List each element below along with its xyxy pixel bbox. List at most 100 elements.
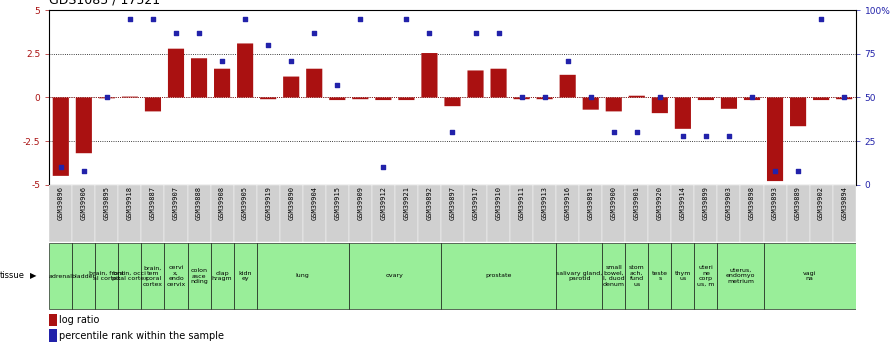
Bar — [303, 185, 326, 242]
Bar — [118, 185, 142, 242]
Bar — [490, 69, 506, 98]
Text: GSM39918: GSM39918 — [127, 186, 133, 220]
Point — [168, 30, 183, 36]
Bar — [95, 243, 118, 309]
Bar — [260, 98, 276, 99]
Text: GSM39906: GSM39906 — [81, 186, 87, 220]
Bar — [349, 243, 441, 309]
Point — [630, 129, 644, 135]
Point — [77, 168, 91, 174]
Bar — [95, 185, 118, 242]
Bar — [694, 185, 718, 242]
Bar — [256, 243, 349, 309]
Text: GSM39902: GSM39902 — [818, 186, 824, 220]
Text: vagi
na: vagi na — [803, 271, 816, 281]
Bar — [441, 185, 464, 242]
Text: GSM39912: GSM39912 — [381, 186, 386, 220]
Point — [538, 95, 552, 100]
Bar — [76, 98, 92, 153]
Bar — [352, 98, 368, 99]
Bar — [49, 243, 73, 309]
Text: cervi
x,
endo
cervix: cervi x, endo cervix — [167, 265, 185, 287]
Text: GSM39917: GSM39917 — [472, 186, 478, 220]
Text: GSM39913: GSM39913 — [542, 186, 547, 220]
Text: small
bowel,
l, duod
denum: small bowel, l, duod denum — [603, 265, 625, 287]
Point — [192, 30, 206, 36]
Bar — [675, 98, 691, 129]
Bar — [375, 98, 392, 100]
Text: colon
asce
nding: colon asce nding — [190, 268, 208, 284]
Bar — [187, 243, 211, 309]
Point — [561, 58, 575, 63]
Text: brain,
tem
poral
cortex: brain, tem poral cortex — [143, 265, 163, 287]
Bar — [399, 98, 415, 100]
Bar — [787, 185, 810, 242]
Bar — [721, 98, 737, 109]
Point — [376, 165, 391, 170]
Bar — [418, 185, 441, 242]
Bar — [537, 98, 553, 99]
Bar — [468, 70, 484, 98]
Bar — [625, 185, 649, 242]
Text: GSM39887: GSM39887 — [150, 186, 156, 220]
Point — [814, 16, 828, 22]
Bar — [813, 98, 829, 100]
Text: GSM39901: GSM39901 — [633, 186, 640, 220]
Text: GSM39916: GSM39916 — [564, 186, 571, 220]
Bar — [280, 185, 303, 242]
Text: prostate: prostate — [486, 274, 512, 278]
Point — [123, 16, 137, 22]
Bar — [256, 185, 280, 242]
Text: lung: lung — [296, 274, 310, 278]
Text: ovary: ovary — [386, 274, 404, 278]
Bar — [649, 185, 671, 242]
Bar — [329, 98, 345, 100]
Point — [607, 129, 621, 135]
Text: log ratio: log ratio — [59, 315, 99, 325]
Bar — [513, 98, 530, 99]
Text: brain, front
al cortex: brain, front al cortex — [90, 271, 125, 281]
Bar — [487, 185, 510, 242]
Text: GSM39888: GSM39888 — [196, 186, 202, 220]
Bar — [651, 98, 668, 113]
Bar — [556, 185, 579, 242]
Bar — [718, 185, 740, 242]
Text: GSM39893: GSM39893 — [772, 186, 778, 220]
Text: GSM39900: GSM39900 — [611, 186, 616, 220]
Bar — [698, 98, 714, 100]
Text: GSM39907: GSM39907 — [173, 186, 179, 220]
Text: GSM39909: GSM39909 — [358, 186, 363, 220]
Bar — [810, 185, 832, 242]
Bar — [49, 314, 56, 326]
Text: GSM39892: GSM39892 — [426, 186, 433, 220]
Bar — [142, 243, 165, 309]
Point — [583, 95, 598, 100]
Text: teste
s: teste s — [652, 271, 668, 281]
Point — [722, 133, 737, 139]
Bar — [649, 243, 671, 309]
Point — [238, 16, 253, 22]
Bar — [556, 243, 602, 309]
Bar — [629, 96, 645, 98]
Text: GSM39920: GSM39920 — [657, 186, 663, 220]
Point — [676, 133, 690, 139]
Text: GSM39905: GSM39905 — [242, 186, 248, 220]
Text: GSM39915: GSM39915 — [334, 186, 340, 220]
Text: uteri
ne
corp
us, m: uteri ne corp us, m — [697, 265, 715, 287]
Text: GSM39904: GSM39904 — [311, 186, 317, 220]
Bar — [142, 185, 165, 242]
Bar — [165, 185, 187, 242]
Text: GSM39898: GSM39898 — [749, 186, 755, 220]
Bar — [187, 185, 211, 242]
Bar — [395, 185, 418, 242]
Bar — [510, 185, 533, 242]
Bar — [53, 98, 69, 176]
Bar — [73, 185, 95, 242]
Text: GSM39899: GSM39899 — [703, 186, 709, 220]
Text: ▶: ▶ — [30, 272, 36, 280]
Bar — [671, 185, 694, 242]
Bar — [122, 97, 138, 98]
Point — [837, 95, 851, 100]
Bar — [560, 75, 576, 98]
Bar — [602, 185, 625, 242]
